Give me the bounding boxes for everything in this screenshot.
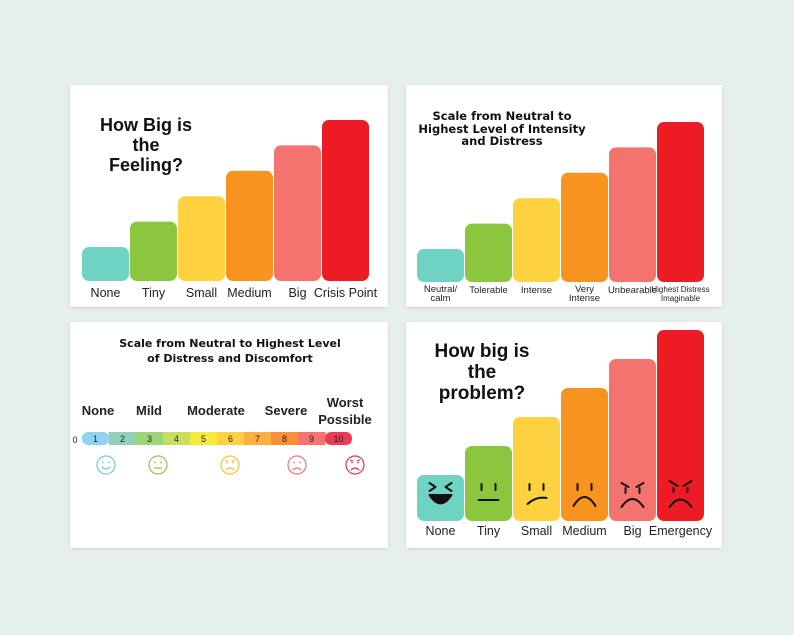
crying-face-icon — [620, 482, 645, 508]
bar-very-intense — [561, 172, 608, 282]
scale-number: 6 — [228, 434, 233, 444]
bar-none — [82, 247, 129, 281]
crying-face-icon — [345, 455, 365, 475]
distress-scale-chart: Scale from Neutral to Highest Level of Di… — [72, 337, 372, 475]
scale-segment — [109, 432, 137, 445]
scale-number: 5 — [201, 434, 206, 444]
level-label: Mild — [136, 403, 162, 418]
bar-crisis-point — [322, 120, 369, 281]
title-text: How Big is the Feeling? — [100, 115, 192, 175]
scale-number: 9 — [309, 434, 314, 444]
chart-title: Scale from Neutral to Highest Level of In… — [418, 109, 586, 148]
category-label: Tiny — [142, 286, 166, 300]
scale-segment — [298, 432, 326, 445]
bar-intense — [513, 198, 560, 282]
scale-number: 0 — [72, 435, 77, 445]
laughing-face-icon — [428, 482, 453, 507]
bar-tolerable — [465, 223, 512, 282]
scale-segment — [325, 432, 352, 445]
flat-face-icon — [477, 483, 500, 501]
level-label: Moderate — [187, 403, 245, 418]
category-label: Medium — [562, 524, 606, 538]
title-text: How big is the problem? — [435, 341, 530, 404]
title-text: Scale from Neutral to Highest Level of In… — [418, 109, 586, 148]
category-label: Emergency — [649, 524, 713, 538]
category-label: None — [426, 524, 456, 538]
category-label: Big — [288, 286, 306, 300]
unsure-face-icon — [526, 483, 548, 505]
bar-highest-distress-imaginable — [657, 122, 704, 282]
problem-size-card: How big is the problem? None Tiny Small Mediu… — [406, 322, 722, 548]
problem-size-chart: How big is the problem? None Tiny Small Mediu… — [417, 330, 713, 538]
category-label: Neutral/calm — [424, 284, 458, 304]
category-label: Intense — [521, 285, 552, 296]
bar-small — [513, 417, 560, 521]
category-label: Big — [623, 524, 641, 538]
title-text: Scale from Neutral to Highest Level of Di… — [119, 337, 340, 365]
bar-small — [178, 196, 225, 281]
bar-big — [609, 359, 656, 521]
category-label: Tiny — [477, 524, 501, 538]
distress-scale-card: Scale from Neutral to Highest Level of Di… — [70, 322, 388, 548]
category-label: Very Intense — [569, 284, 600, 304]
bar-emergency — [657, 330, 704, 521]
intensity-scale-chart: Scale from Neutral to Highest Level of In… — [417, 109, 710, 304]
scale-segment — [244, 432, 272, 445]
smile-face-icon — [96, 455, 116, 475]
frown-face-icon — [572, 483, 597, 507]
bar-unbearable — [609, 147, 656, 282]
scale-number: 3 — [147, 434, 152, 444]
category-label: Highest Distress Imaginable — [651, 285, 709, 303]
level-label: None — [82, 403, 115, 418]
bar-tiny — [130, 221, 177, 281]
scale-segment — [190, 432, 218, 445]
feeling-size-chart: How Big is the Feeling? None Tiny Small Mediu… — [82, 115, 378, 300]
feeling-size-card: How Big is the Feeling? None Tiny Small Mediu… — [70, 85, 388, 307]
scale-segment — [163, 432, 191, 445]
scale-number: 1 — [93, 434, 98, 444]
chart-title: How Big is the Feeling? — [100, 115, 192, 175]
category-label: None — [91, 286, 121, 300]
scale-number: 4 — [174, 434, 179, 444]
intensity-scale-card: Scale from Neutral to Highest Level of In… — [406, 85, 722, 307]
neutral-face-icon — [148, 455, 168, 475]
level-label: Severe — [265, 403, 308, 418]
bar-medium — [226, 170, 273, 281]
angry-face-icon — [668, 480, 693, 508]
scale-segment — [271, 432, 299, 445]
worried-face-icon — [220, 455, 240, 475]
scale-number: 8 — [282, 434, 287, 444]
category-label: Medium — [227, 286, 271, 300]
category-label: Small — [521, 524, 552, 538]
category-label: Crisis Point — [314, 286, 378, 300]
bar-tiny — [465, 446, 512, 521]
bar-neutral-calm — [417, 249, 464, 282]
category-label: Unbearable — [608, 285, 657, 296]
scale-number: 10 — [333, 434, 343, 444]
scale-number: 7 — [255, 434, 260, 444]
bar-big — [274, 145, 321, 281]
level-label: Worst Possible — [318, 395, 371, 427]
chart-title: How big is the problem? — [435, 341, 530, 404]
scale-segment — [82, 432, 110, 445]
category-label: Small — [186, 286, 217, 300]
category-label: Tolerable — [469, 285, 508, 296]
bar-medium — [561, 388, 608, 521]
scale-segment — [217, 432, 245, 445]
chart-title: Scale from Neutral to Highest Level of Di… — [119, 337, 340, 365]
scale-number: 2 — [120, 434, 125, 444]
scale-segment — [136, 432, 164, 445]
sad-face-icon — [287, 455, 307, 475]
